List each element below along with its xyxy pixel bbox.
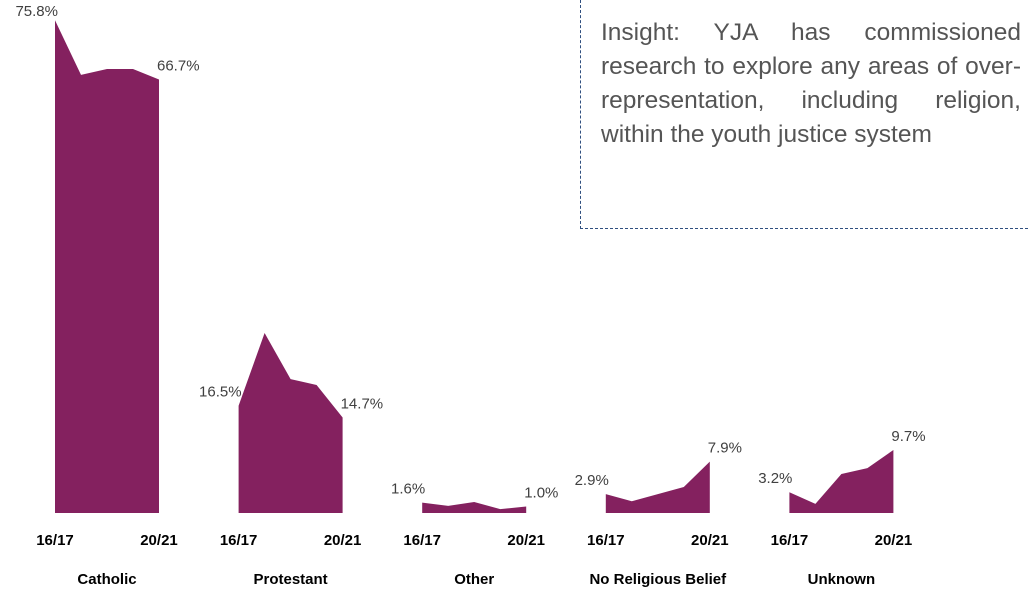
insight-box: Insight: YJA has commissioned research t… [580,0,1029,229]
data-label: 14.7% [341,395,384,412]
panel-title: Catholic [77,571,136,588]
panel-title: Protestant [254,571,328,588]
data-label: 2.9% [575,472,609,489]
data-label: 3.2% [758,470,792,487]
data-label: 1.6% [391,481,425,498]
x-tick-label: 16/17 [587,532,625,549]
data-label: 75.8% [15,3,58,20]
x-tick-label: 20/21 [324,532,362,549]
x-tick-label: 16/17 [403,532,441,549]
x-tick-label: 16/17 [220,532,258,549]
x-tick-label: 20/21 [875,532,913,549]
x-tick-label: 20/21 [507,532,545,549]
data-label: 9.7% [891,428,925,445]
area [605,461,710,513]
data-label: 1.0% [524,484,558,501]
area [789,449,894,513]
data-label: 66.7% [157,57,200,74]
x-tick-label: 16/17 [771,532,809,549]
panel-title: No Religious Belief [589,571,727,588]
area [55,20,159,514]
panel-title: Unknown [808,571,876,588]
x-tick-label: 20/21 [140,532,178,549]
panel-title: Other [454,571,494,588]
data-label: 7.9% [708,440,742,457]
x-tick-label: 20/21 [691,532,729,549]
area [422,501,527,513]
x-tick-label: 16/17 [36,532,74,549]
data-label: 16.5% [199,384,242,401]
area [238,332,343,513]
